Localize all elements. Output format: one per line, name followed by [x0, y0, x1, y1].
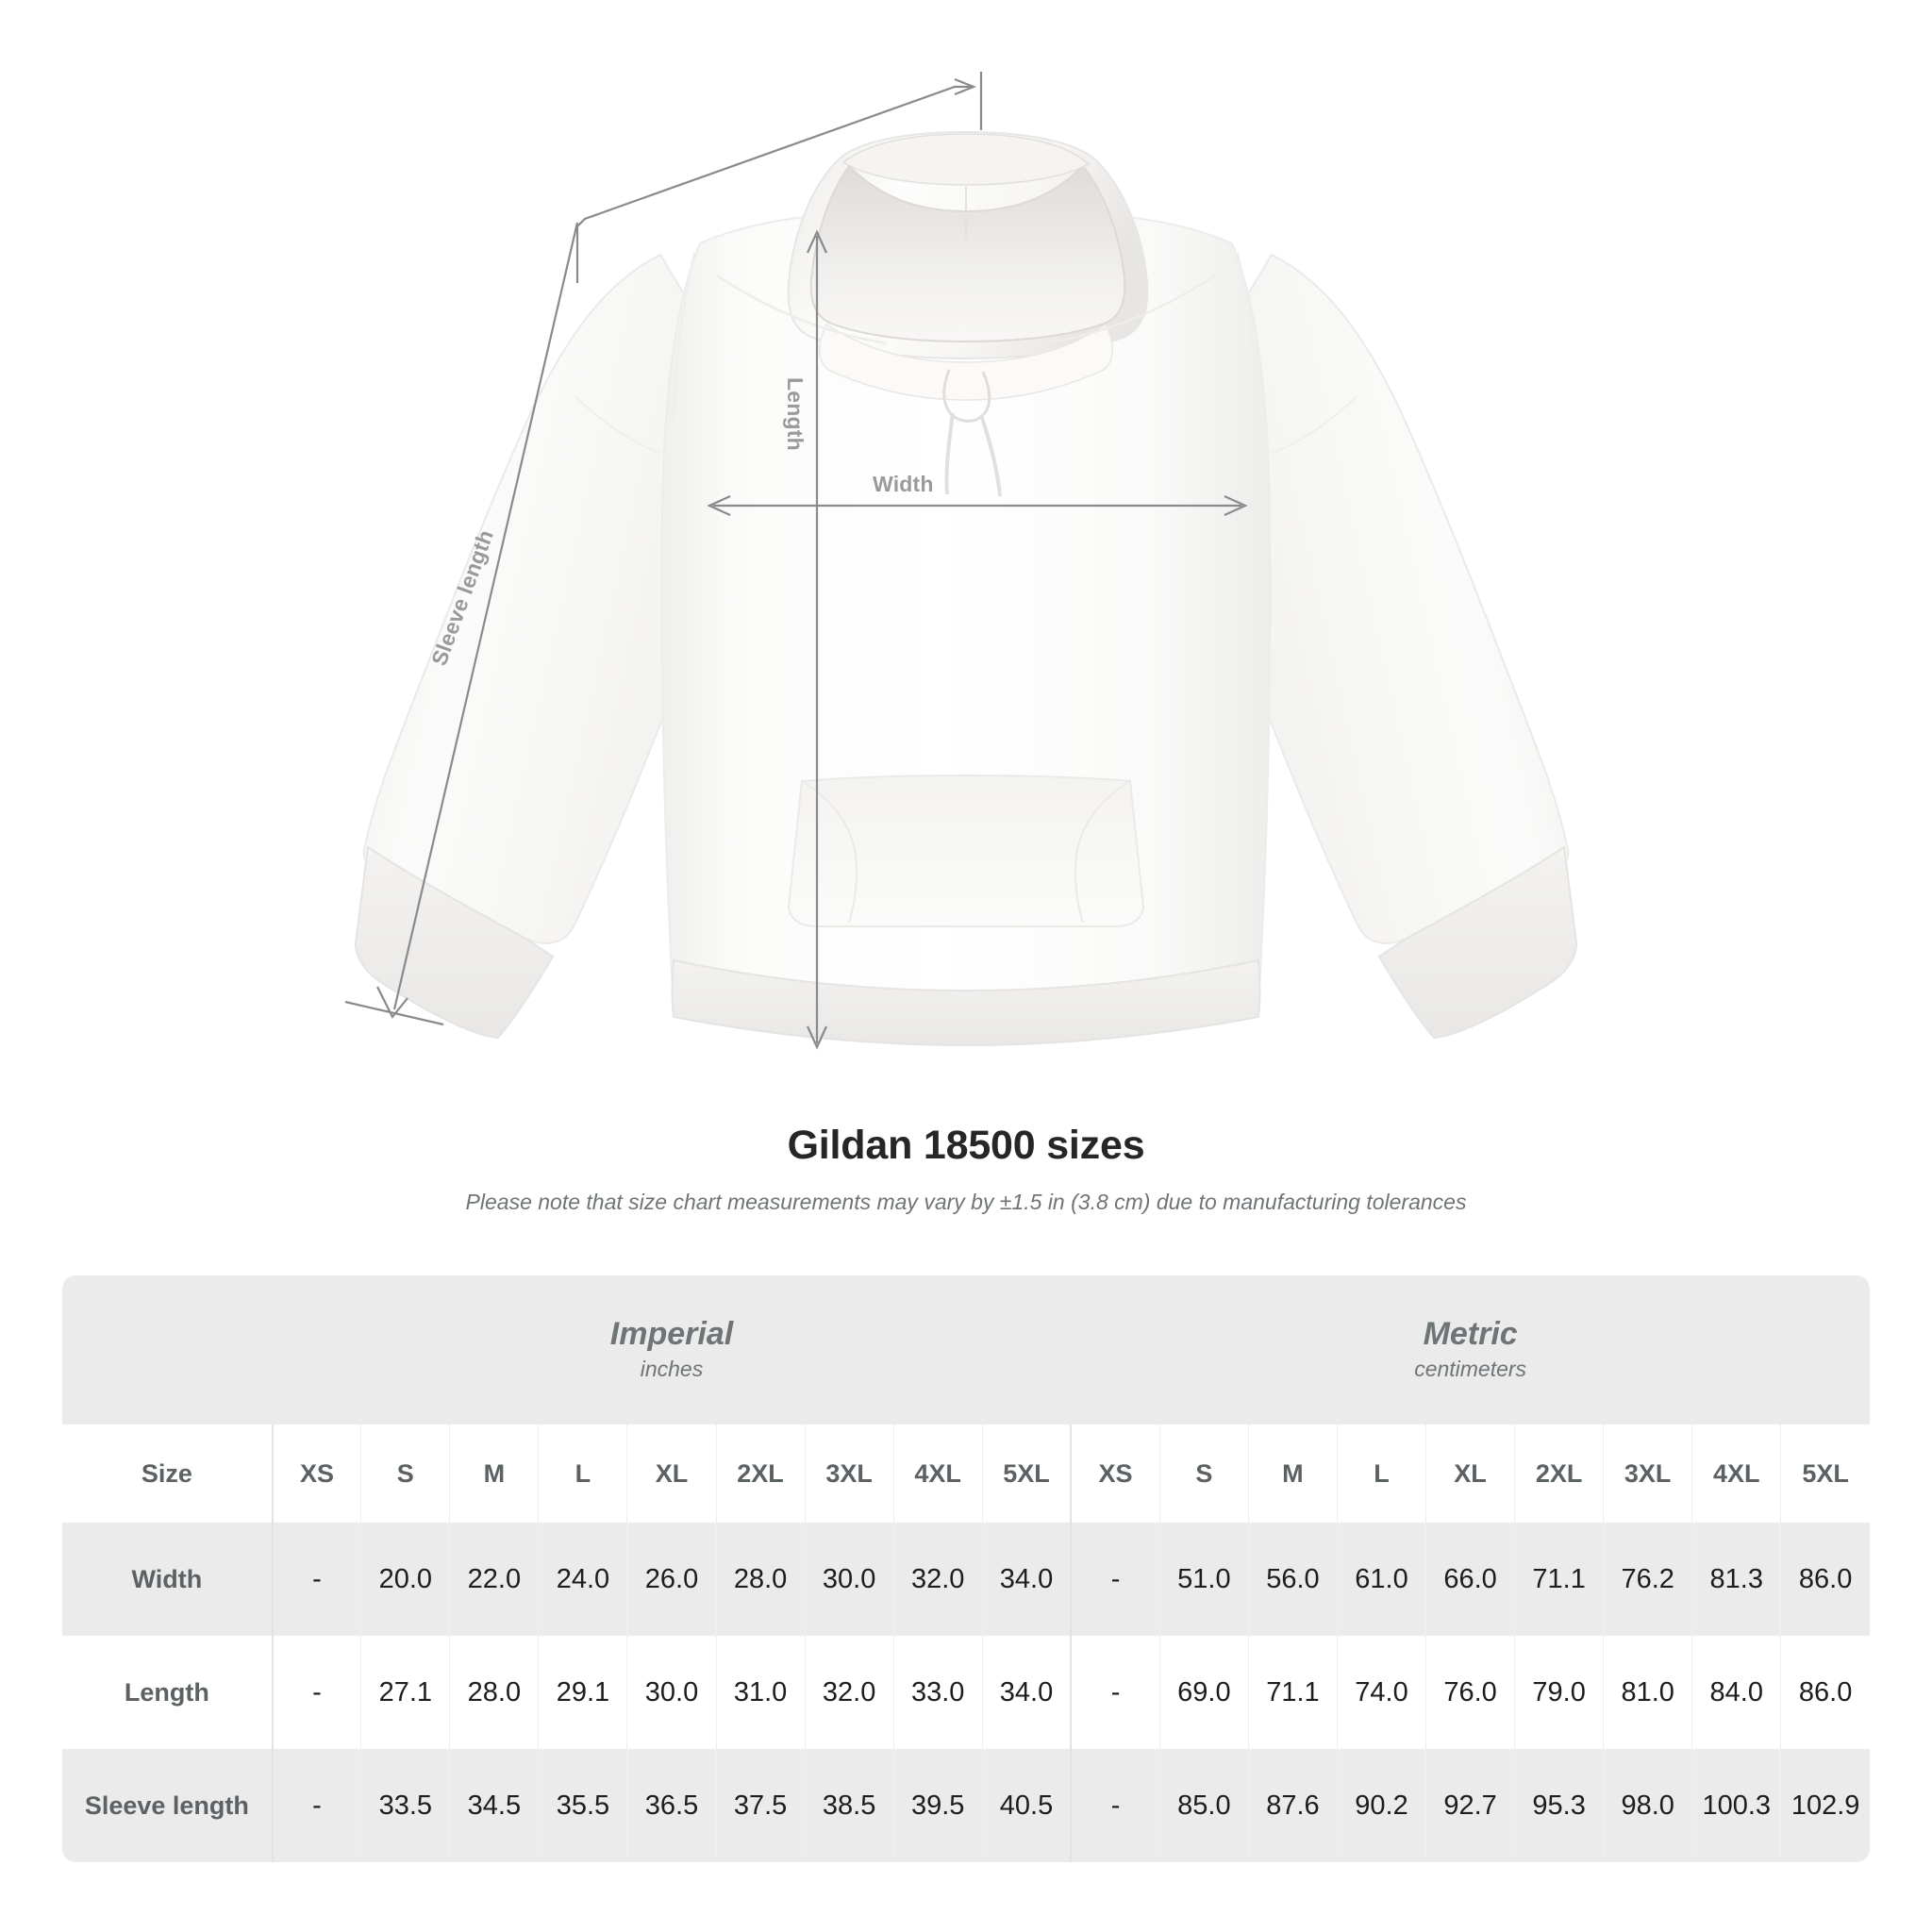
table-row: Length - 27.1 28.0 29.1 30.0 31.0 32.0 3…	[62, 1636, 1870, 1749]
col-header-metric-4xl: 4XL	[1691, 1424, 1781, 1523]
col-header-metric-2xl: 2XL	[1514, 1424, 1604, 1523]
cell-sleeve-metric-3xl: 98.0	[1603, 1749, 1692, 1862]
cell-width-metric-4xl: 81.3	[1691, 1523, 1781, 1636]
col-header-imperial-2xl: 2XL	[715, 1424, 806, 1523]
cell-sleeve-imperial-l: 35.5	[538, 1749, 627, 1862]
col-header-imperial-4xl: 4XL	[892, 1424, 983, 1523]
cell-length-metric-s: 69.0	[1158, 1636, 1249, 1749]
size-header-row: Size XS S M L XL 2XL 3XL 4XL 5XL XS S M …	[62, 1424, 1870, 1523]
cell-sleeve-metric-m: 87.6	[1247, 1749, 1338, 1862]
row-label-length: Length	[62, 1636, 273, 1749]
cell-sleeve-imperial-5xl: 40.5	[981, 1749, 1072, 1862]
cell-width-metric-5xl: 86.0	[1780, 1523, 1870, 1636]
cell-length-metric-m: 71.1	[1247, 1636, 1338, 1749]
cell-length-metric-xs: -	[1070, 1636, 1160, 1749]
size-table-wrapper: Imperial inches Metric centimeters Size …	[62, 1275, 1870, 1862]
cell-sleeve-metric-s: 85.0	[1158, 1749, 1249, 1862]
unit-name-imperial: Imperial	[609, 1315, 734, 1352]
col-header-metric-s: S	[1158, 1424, 1249, 1523]
cell-width-imperial-m: 22.0	[449, 1523, 539, 1636]
unit-spacer-cell	[62, 1275, 273, 1424]
cell-width-metric-m: 56.0	[1247, 1523, 1338, 1636]
cell-width-imperial-xl: 26.0	[626, 1523, 717, 1636]
cell-width-metric-xs: -	[1070, 1523, 1160, 1636]
unit-name-metric: Metric	[1423, 1315, 1518, 1352]
col-header-imperial-m: M	[449, 1424, 539, 1523]
unit-sub-metric: centimeters	[1414, 1356, 1527, 1381]
length-dimension-label: Length	[783, 377, 808, 451]
col-header-imperial-3xl: 3XL	[804, 1424, 894, 1523]
col-header-imperial-xl: XL	[626, 1424, 717, 1523]
page-title: Gildan 18500 sizes	[787, 1123, 1145, 1168]
size-header-label: Size	[62, 1424, 273, 1523]
cell-sleeve-metric-2xl: 95.3	[1514, 1749, 1604, 1862]
cell-length-metric-l: 74.0	[1336, 1636, 1426, 1749]
col-header-metric-3xl: 3XL	[1603, 1424, 1692, 1523]
cell-length-imperial-xs: -	[271, 1636, 361, 1749]
cell-width-imperial-2xl: 28.0	[715, 1523, 806, 1636]
hoodie-artwork	[355, 130, 1577, 1047]
cell-width-imperial-s: 20.0	[360, 1523, 450, 1636]
cell-sleeve-imperial-3xl: 38.5	[804, 1749, 894, 1862]
col-header-metric-xl: XL	[1425, 1424, 1515, 1523]
garment-illustration: Length Width Sleeve length	[344, 72, 1577, 1050]
cell-width-imperial-l: 24.0	[538, 1523, 627, 1636]
cell-length-metric-2xl: 79.0	[1514, 1636, 1604, 1749]
table-row: Sleeve length - 33.5 34.5 35.5 36.5 37.5…	[62, 1749, 1870, 1862]
cell-sleeve-metric-l: 90.2	[1336, 1749, 1426, 1862]
cell-width-imperial-3xl: 30.0	[804, 1523, 894, 1636]
width-dimension-label: Width	[873, 472, 934, 496]
cell-sleeve-metric-5xl: 102.9	[1780, 1749, 1870, 1862]
cell-width-metric-3xl: 76.2	[1603, 1523, 1692, 1636]
title-block: Gildan 18500 sizes Please note that size…	[0, 1123, 1932, 1215]
cell-length-metric-xl: 76.0	[1425, 1636, 1515, 1749]
col-header-metric-xs: XS	[1070, 1424, 1160, 1523]
col-header-metric-5xl: 5XL	[1780, 1424, 1870, 1523]
cell-length-imperial-l: 29.1	[538, 1636, 627, 1749]
col-header-metric-l: L	[1336, 1424, 1426, 1523]
row-label-sleeve-length: Sleeve length	[62, 1749, 273, 1862]
unit-group-metric: Metric centimeters	[1071, 1275, 1870, 1424]
cell-width-imperial-4xl: 32.0	[892, 1523, 983, 1636]
cell-length-metric-3xl: 81.0	[1603, 1636, 1692, 1749]
tolerance-note: Please note that size chart measurements…	[465, 1190, 1467, 1214]
col-header-metric-m: M	[1247, 1424, 1338, 1523]
row-label-width: Width	[62, 1523, 273, 1636]
cell-width-metric-2xl: 71.1	[1514, 1523, 1604, 1636]
cell-length-imperial-3xl: 32.0	[804, 1636, 894, 1749]
cell-sleeve-metric-xl: 92.7	[1425, 1749, 1515, 1862]
size-table: Imperial inches Metric centimeters Size …	[62, 1275, 1870, 1862]
cell-width-imperial-xs: -	[271, 1523, 361, 1636]
unit-sub-imperial: inches	[640, 1356, 704, 1381]
cell-width-imperial-5xl: 34.0	[981, 1523, 1072, 1636]
dimension-lines	[344, 72, 1248, 1050]
cell-sleeve-imperial-xl: 36.5	[626, 1749, 717, 1862]
col-header-imperial-xs: XS	[271, 1424, 361, 1523]
cell-sleeve-metric-xs: -	[1070, 1749, 1160, 1862]
cell-sleeve-imperial-2xl: 37.5	[715, 1749, 806, 1862]
cell-width-metric-l: 61.0	[1336, 1523, 1426, 1636]
cell-length-imperial-4xl: 33.0	[892, 1636, 983, 1749]
cell-length-imperial-5xl: 34.0	[981, 1636, 1072, 1749]
cell-width-metric-xl: 66.0	[1425, 1523, 1515, 1636]
col-header-imperial-l: L	[538, 1424, 627, 1523]
cell-length-metric-4xl: 84.0	[1691, 1636, 1781, 1749]
unit-header-row: Imperial inches Metric centimeters	[62, 1275, 1870, 1424]
col-header-imperial-5xl: 5XL	[981, 1424, 1072, 1523]
cell-sleeve-imperial-xs: -	[271, 1749, 361, 1862]
cell-length-imperial-2xl: 31.0	[715, 1636, 806, 1749]
cell-sleeve-imperial-4xl: 39.5	[892, 1749, 983, 1862]
cell-sleeve-metric-4xl: 100.3	[1691, 1749, 1781, 1862]
col-header-imperial-s: S	[360, 1424, 450, 1523]
table-row: Width - 20.0 22.0 24.0 26.0 28.0 30.0 32…	[62, 1523, 1870, 1636]
unit-group-imperial: Imperial inches	[272, 1275, 1072, 1424]
cell-sleeve-imperial-m: 34.5	[449, 1749, 539, 1862]
cell-sleeve-imperial-s: 33.5	[360, 1749, 450, 1862]
cell-length-imperial-xl: 30.0	[626, 1636, 717, 1749]
cell-width-metric-s: 51.0	[1158, 1523, 1249, 1636]
cell-length-metric-5xl: 86.0	[1780, 1636, 1870, 1749]
cell-length-imperial-s: 27.1	[360, 1636, 450, 1749]
cell-length-imperial-m: 28.0	[449, 1636, 539, 1749]
